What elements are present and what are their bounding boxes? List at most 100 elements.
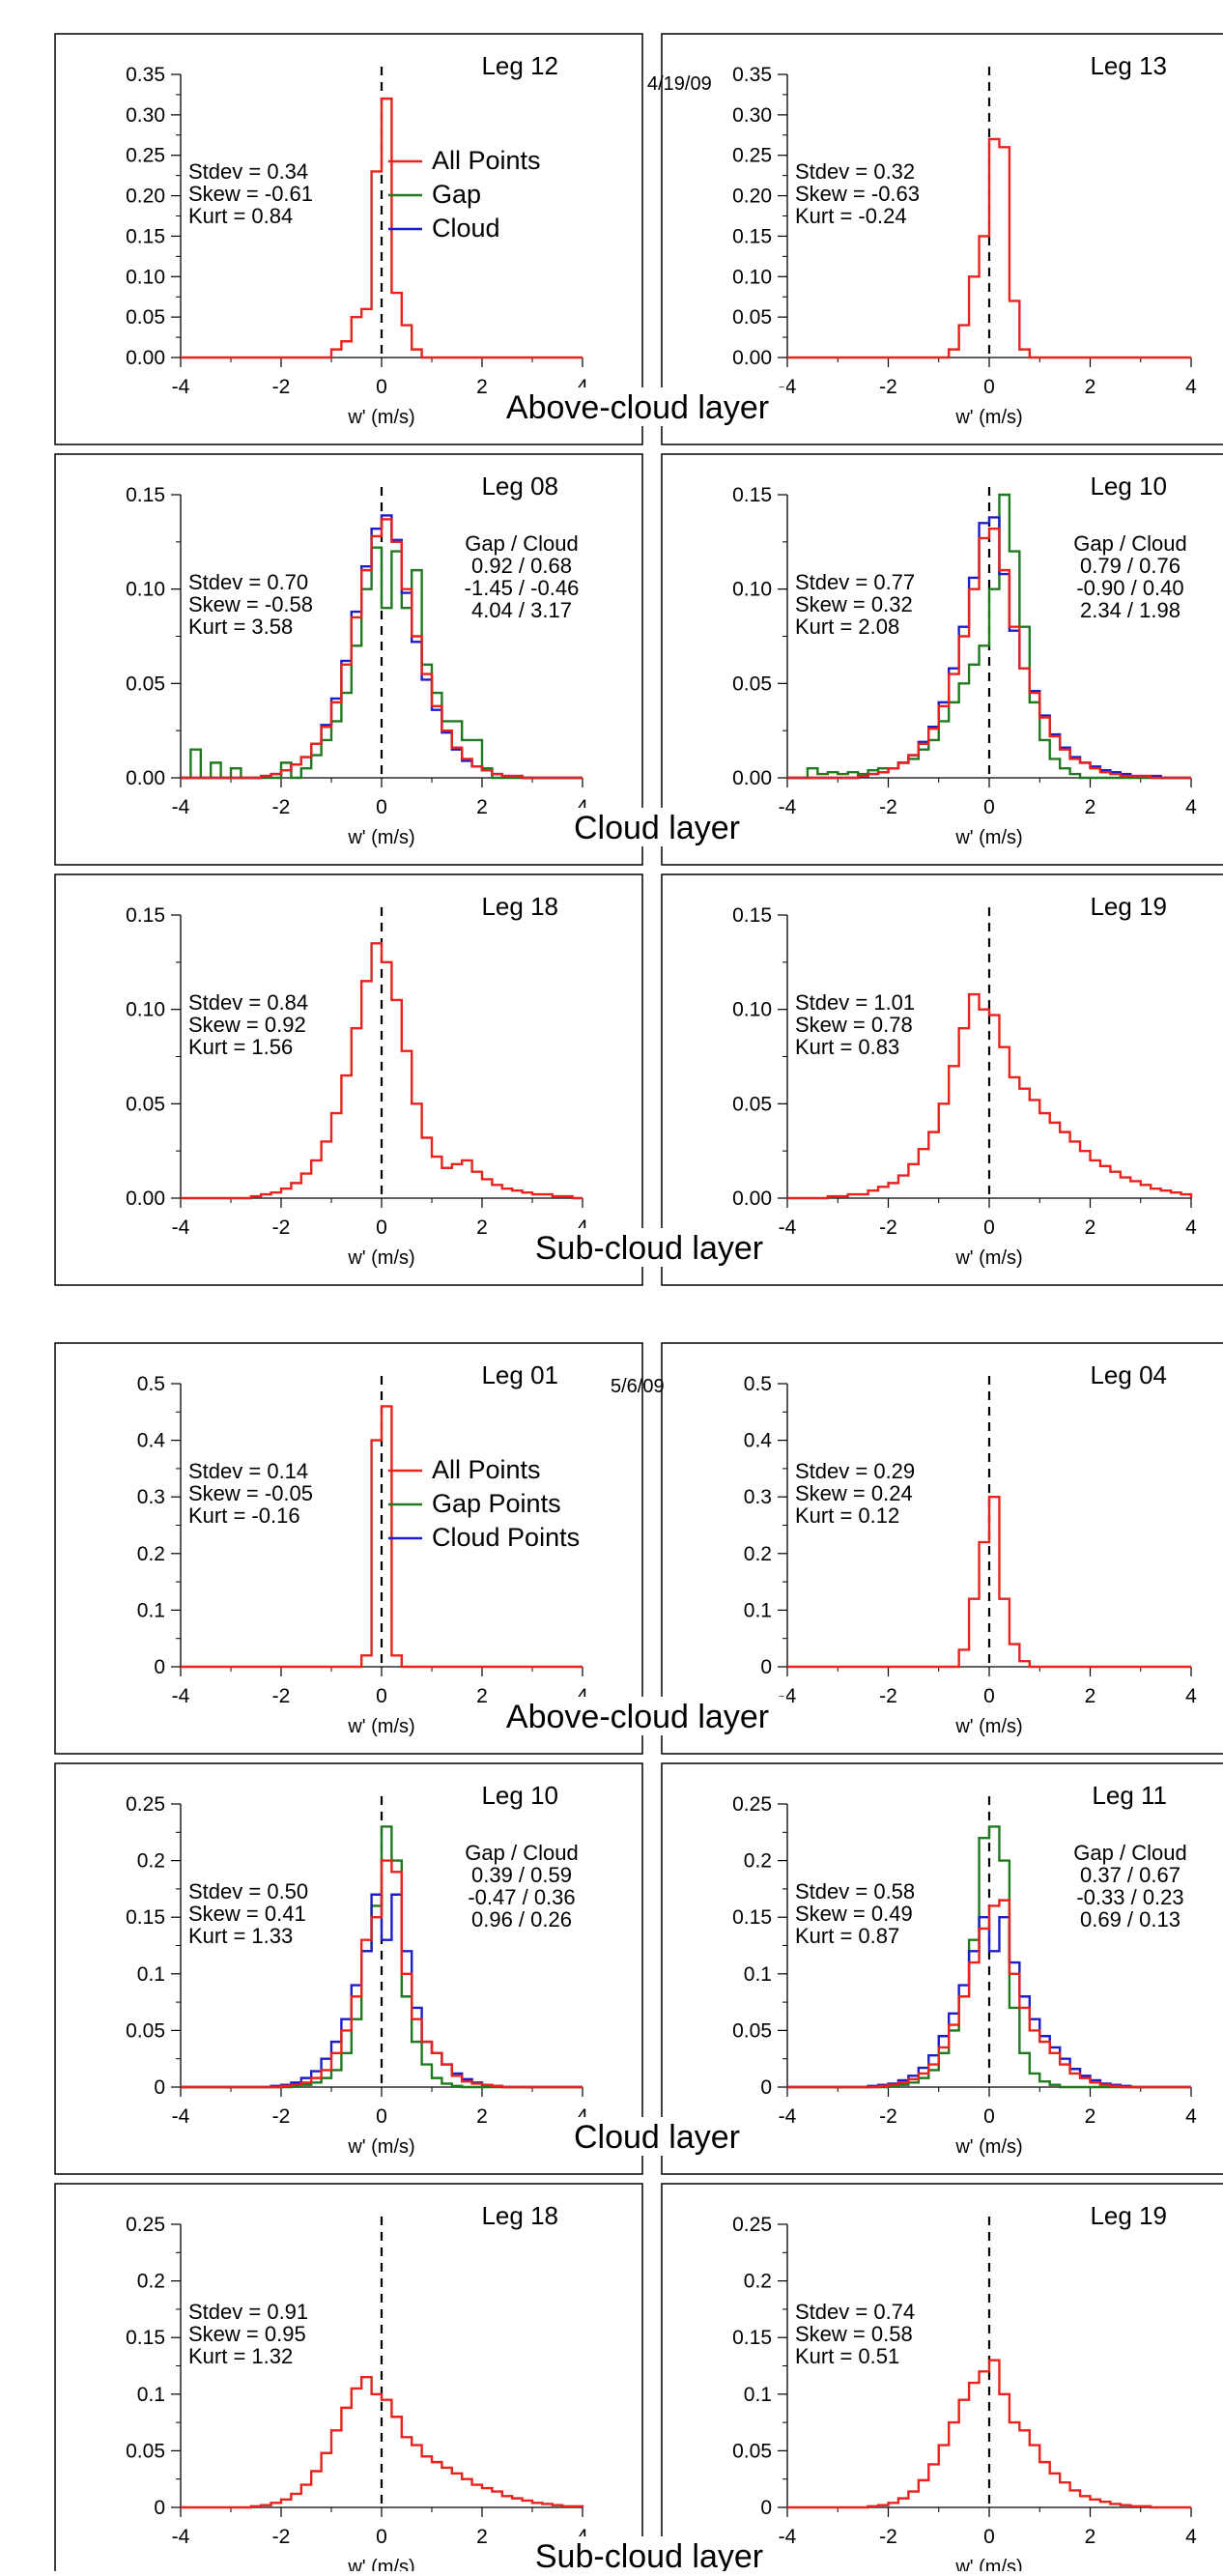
- stat-label: Stdev = 0.32: [795, 159, 915, 184]
- y-tick-label: 0.25: [732, 1793, 772, 1816]
- y-tick-label: 0.20: [732, 186, 772, 208]
- y-tick-label: 0.4: [137, 1430, 166, 1452]
- stat-label: Stdev = 0.84: [188, 990, 308, 1015]
- gap-cloud-value: 2.34 / 1.98: [1080, 598, 1180, 622]
- x-tick-label: -2: [879, 796, 897, 818]
- y-tick-label: 0.15: [732, 2327, 772, 2349]
- leg-label: Leg 10: [1090, 472, 1167, 501]
- gap-cloud-value: 4.04 / 3.17: [471, 598, 572, 622]
- x-axis-label: w' (m/s): [347, 1247, 414, 1269]
- x-tick-label: -2: [879, 1216, 897, 1239]
- x-tick-label: 0: [376, 376, 387, 398]
- leg-label: Leg 19: [1090, 892, 1167, 921]
- y-tick-label: 0.15: [126, 225, 165, 247]
- panel-frame: [661, 33, 1223, 445]
- stat-label: Stdev = 0.70: [188, 570, 308, 594]
- layer-label: Cloud layer: [574, 2119, 740, 2156]
- x-tick-label: -2: [272, 2105, 291, 2128]
- gap-cloud-value: 0.37 / 0.67: [1080, 1863, 1180, 1887]
- y-tick-label: 0.10: [126, 579, 165, 601]
- y-tick-label: 0.5: [744, 1373, 772, 1395]
- y-tick-label: 0.00: [126, 767, 165, 789]
- x-tick-label: 4: [1185, 376, 1197, 398]
- stat-label: Kurt = 1.32: [188, 2344, 293, 2368]
- stat-label: Kurt = 0.12: [795, 1503, 899, 1528]
- stat-label: Kurt = 3.58: [188, 615, 293, 639]
- y-tick-label: 0.1: [137, 1963, 165, 1986]
- panel-frame: [54, 2183, 643, 2576]
- y-tick-label: 0.00: [732, 1188, 772, 1210]
- stat-label: Stdev = 0.14: [188, 1459, 308, 1483]
- y-tick-label: 0.30: [732, 104, 772, 127]
- x-tick-label: 4: [1185, 1216, 1197, 1239]
- layer-label-bg: [561, 2117, 753, 2156]
- gap-cloud-value: -0.90 / 0.40: [1076, 576, 1183, 600]
- x-axis-label: w' (m/s): [954, 2136, 1022, 2158]
- x-tick-label: 2: [476, 2526, 488, 2548]
- y-tick-label: 0.1: [744, 1963, 772, 1986]
- y-tick-label: 0.1: [744, 2384, 772, 2406]
- x-tick-label: 2: [476, 1685, 488, 1707]
- x-tick-label: -4: [172, 1685, 190, 1707]
- x-tick-label: 0: [376, 1216, 387, 1239]
- leg-label: Leg 19: [1090, 2201, 1167, 2230]
- gap-cloud-header: Gap / Cloud: [1073, 1841, 1186, 1865]
- y-tick-label: 0.05: [732, 306, 772, 329]
- y-tick-label: 0: [154, 1656, 165, 1678]
- panel-frame: [54, 1342, 643, 1755]
- x-tick-label: 0: [983, 2526, 995, 2548]
- stat-label: Kurt = 0.83: [795, 1035, 899, 1059]
- y-tick-label: 0.3: [744, 1486, 772, 1508]
- x-tick-label: 0: [983, 1216, 995, 1239]
- y-tick-label: 0.00: [126, 1188, 165, 1210]
- y-tick-label: 0.10: [732, 579, 772, 601]
- layer-label: Cloud layer: [574, 810, 740, 846]
- stat-label: Skew = 0.41: [188, 1902, 306, 1926]
- y-tick-label: 0.2: [744, 1850, 772, 1873]
- panel-frame: [661, 1762, 1223, 2175]
- y-tick-label: 0.3: [137, 1486, 165, 1508]
- stat-label: Kurt = 0.51: [795, 2344, 899, 2368]
- y-tick-label: 0.05: [126, 673, 165, 695]
- x-tick-label: -2: [272, 1216, 291, 1239]
- y-tick-label: 0.05: [732, 1093, 772, 1115]
- gap-cloud-header: Gap / Cloud: [1073, 531, 1186, 556]
- y-tick-label: 0.25: [732, 2214, 772, 2236]
- gap-cloud-value: 0.96 / 0.26: [471, 1907, 572, 1932]
- y-tick-label: 0: [154, 2497, 165, 2519]
- y-tick-label: 0.25: [126, 1793, 165, 1816]
- x-tick-label: 2: [1085, 1216, 1096, 1239]
- leg-label: Leg 04: [1090, 1360, 1167, 1389]
- layer-label-bg: [489, 387, 786, 426]
- gap-cloud-header: Gap / Cloud: [465, 1841, 578, 1865]
- y-tick-label: 0.05: [732, 673, 772, 695]
- y-tick-label: 0.05: [126, 1093, 165, 1115]
- x-tick-label: 0: [983, 2105, 995, 2128]
- legend-label: Gap Points: [432, 1489, 561, 1518]
- y-tick-label: 0.05: [126, 2440, 165, 2462]
- x-axis-label: w' (m/s): [954, 1716, 1022, 1737]
- x-tick-label: -4: [172, 2526, 190, 2548]
- series-line-all: [181, 1405, 583, 1669]
- x-tick-label: 2: [476, 376, 488, 398]
- x-tick-label: -2: [272, 2526, 291, 2548]
- x-tick-label: -4: [779, 2526, 797, 2548]
- x-axis-label: w' (m/s): [954, 407, 1022, 428]
- layer-label-bg: [521, 1228, 778, 1267]
- stat-label: Skew = -0.63: [795, 182, 920, 206]
- x-tick-label: 2: [1085, 796, 1096, 818]
- x-axis-label: w' (m/s): [347, 2136, 414, 2158]
- gap-cloud-value: -1.45 / -0.46: [465, 576, 580, 600]
- x-tick-label: 0: [376, 2526, 387, 2548]
- x-tick-label: -4: [172, 1216, 190, 1239]
- y-tick-label: 0.5: [137, 1373, 165, 1395]
- x-tick-label: 2: [1085, 2526, 1096, 2548]
- stat-label: Stdev = 1.01: [795, 990, 915, 1015]
- x-tick-label: -2: [879, 2526, 897, 2548]
- x-axis-label: w' (m/s): [347, 407, 414, 428]
- gap-cloud-value: -0.33 / 0.23: [1076, 1885, 1183, 1909]
- gap-cloud-header: Gap / Cloud: [465, 531, 578, 556]
- stat-label: Skew = 0.24: [795, 1481, 913, 1505]
- y-tick-label: 0.1: [744, 1599, 772, 1621]
